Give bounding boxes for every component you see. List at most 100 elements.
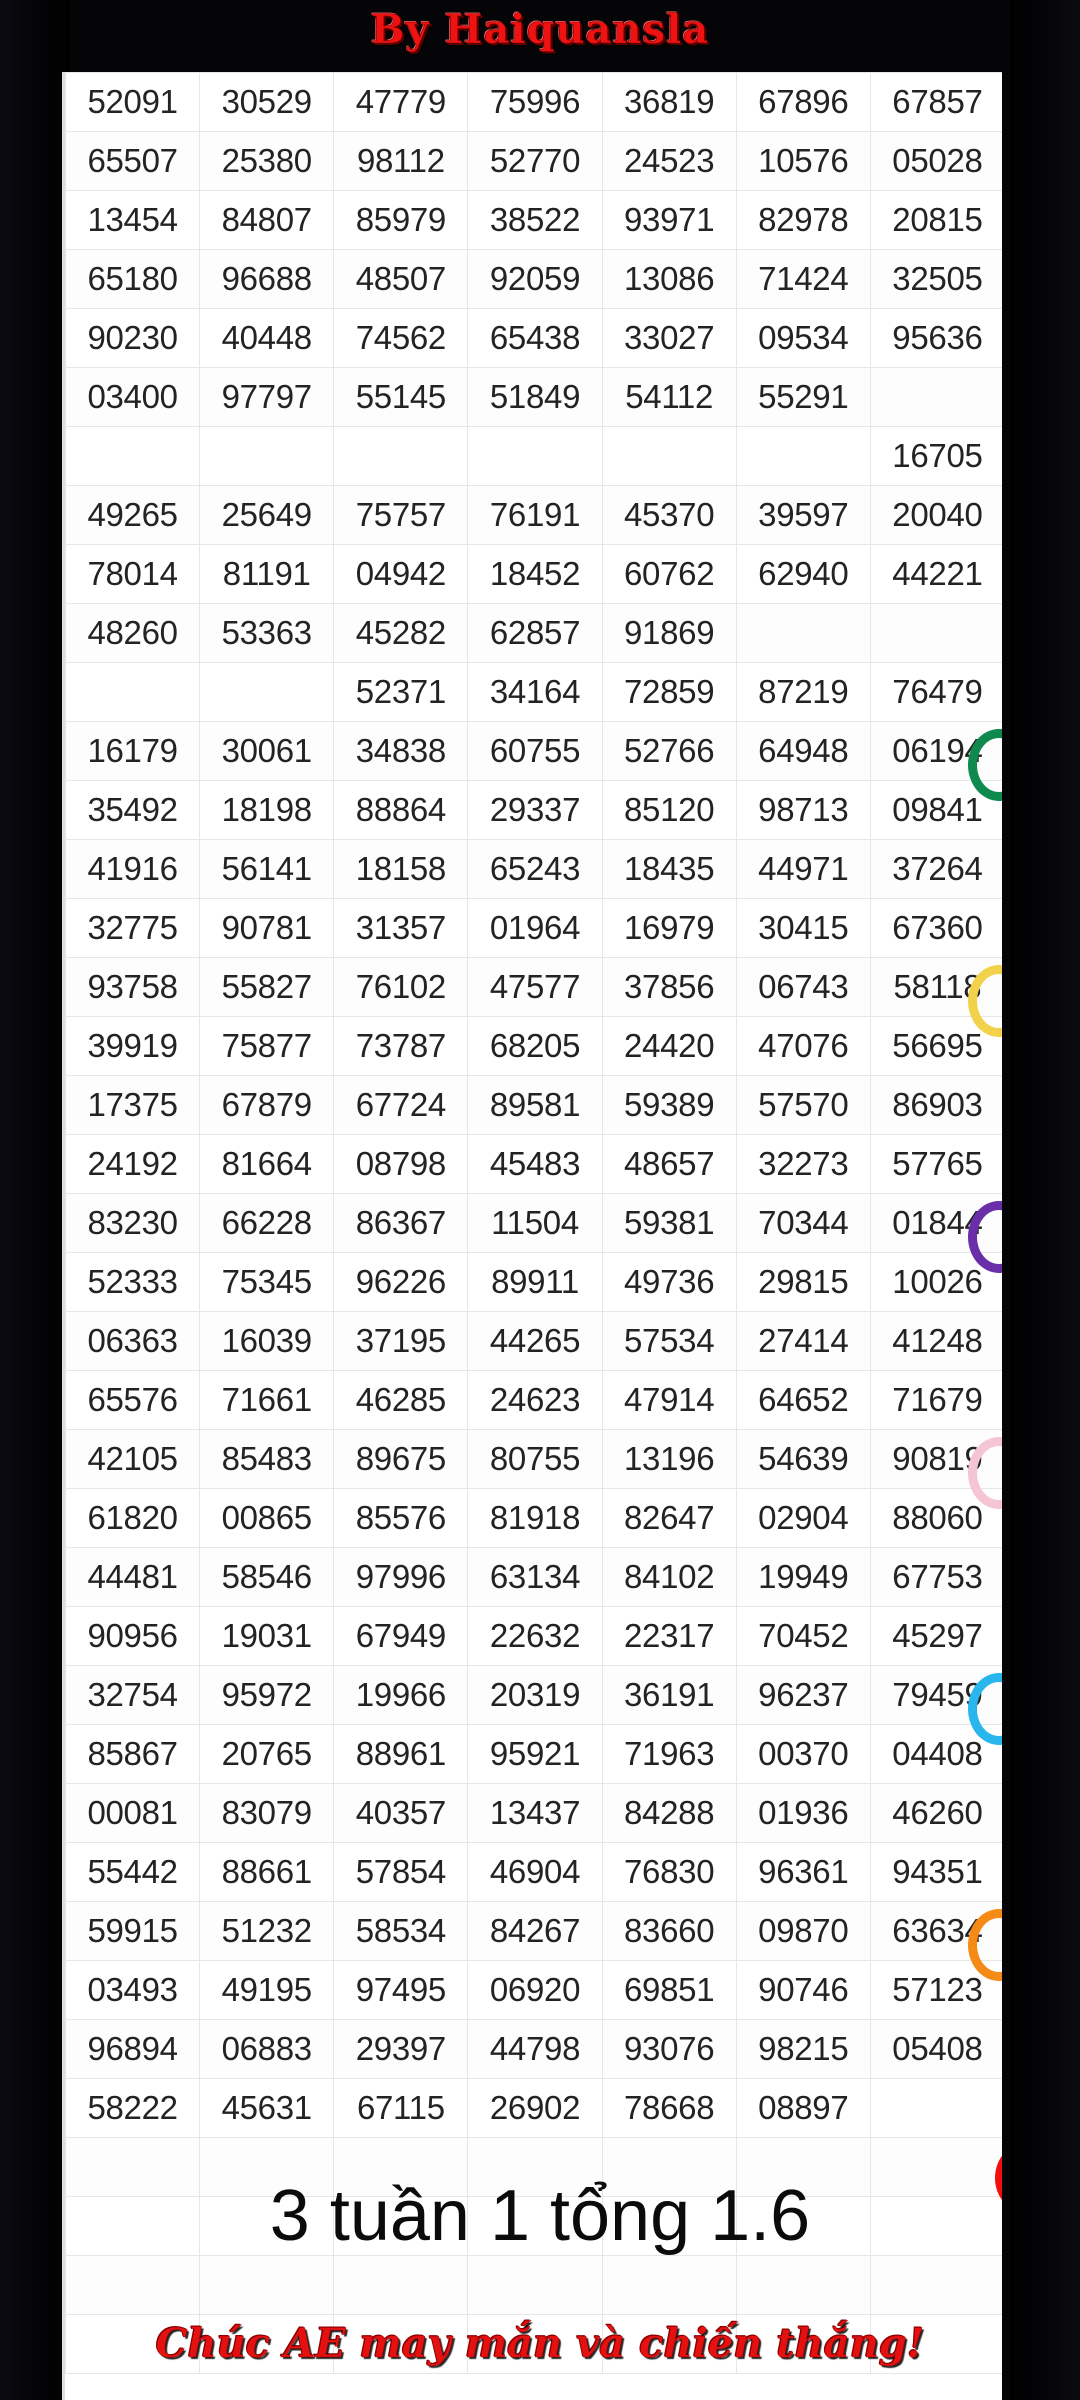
grid-cell[interactable]: 39597 <box>735 485 871 545</box>
grid-cell[interactable]: 05028 <box>869 131 1002 191</box>
grid-cell[interactable]: 08897 <box>735 2078 871 2138</box>
grid-cell[interactable]: 49736 <box>601 1252 737 1312</box>
grid-cell-empty[interactable] <box>467 2137 603 2197</box>
grid-cell[interactable]: 18198 <box>199 780 335 840</box>
grid-cell-empty[interactable] <box>869 2255 1002 2315</box>
grid-cell[interactable]: 89581 <box>467 1075 603 1135</box>
grid-cell[interactable]: 63634 <box>869 1901 1002 1961</box>
grid-cell[interactable]: 47076 <box>735 1016 871 1076</box>
grid-cell[interactable]: 38522 <box>467 190 603 250</box>
grid-cell[interactable]: 60762 <box>601 544 737 604</box>
grid-cell[interactable]: 80755 <box>467 1429 603 1489</box>
grid-cell[interactable]: 00865 <box>199 1488 335 1548</box>
grid-cell[interactable]: 32273 <box>735 1134 871 1194</box>
grid-cell[interactable]: 48260 <box>65 603 201 663</box>
grid-cell[interactable]: 75996 <box>467 72 603 132</box>
grid-cell[interactable]: 97996 <box>333 1547 469 1607</box>
grid-cell[interactable]: 42105 <box>65 1429 201 1489</box>
grid-cell[interactable]: 11504 <box>467 1193 603 1253</box>
grid-cell[interactable]: 05408 <box>869 2019 1002 2079</box>
grid-cell[interactable]: 30415 <box>735 898 871 958</box>
grid-cell[interactable]: 02904 <box>735 1488 871 1548</box>
spreadsheet-sheet[interactable]: 52091 30529 47779 75996 36819 67896 67857 65507… <box>62 72 1002 2400</box>
grid-cell[interactable]: 67724 <box>333 1075 469 1135</box>
grid-cell[interactable]: 31357 <box>333 898 469 958</box>
grid-cell[interactable]: 81918 <box>467 1488 603 1548</box>
grid-cell[interactable]: 52091 <box>65 72 201 132</box>
grid-cell[interactable]: 16979 <box>601 898 737 958</box>
grid-cell[interactable]: 41248 <box>869 1311 1002 1371</box>
grid-cell[interactable]: 44798 <box>467 2019 603 2079</box>
grid-cell[interactable]: 83660 <box>601 1901 737 1961</box>
grid-cell[interactable]: 60755 <box>467 721 603 781</box>
grid-cell[interactable]: 89911 <box>467 1252 603 1312</box>
grid-cell[interactable]: 06194 <box>869 721 1002 781</box>
grid-cell[interactable]: 67879 <box>199 1075 335 1135</box>
grid-cell[interactable]: 54112 <box>601 367 737 427</box>
grid-cell[interactable]: 79459 <box>869 1665 1002 1725</box>
grid-cell-empty[interactable] <box>601 426 737 486</box>
grid-cell[interactable]: 98112 <box>333 131 469 191</box>
grid-cell[interactable]: 09841 <box>869 780 1002 840</box>
grid-cell[interactable]: 32775 <box>65 898 201 958</box>
grid-cell[interactable]: 85120 <box>601 780 737 840</box>
grid-cell[interactable]: 41916 <box>65 839 201 899</box>
grid-cell[interactable]: 49195 <box>199 1960 335 2020</box>
grid-cell-empty[interactable] <box>333 2255 469 2315</box>
grid-cell[interactable]: 62857 <box>467 603 603 663</box>
grid-cell[interactable]: 06743 <box>735 957 871 1017</box>
grid-cell[interactable]: 27414 <box>735 1311 871 1371</box>
grid-cell[interactable]: 67753 <box>869 1547 1002 1607</box>
grid-cell[interactable]: 57534 <box>601 1311 737 1371</box>
grid-cell[interactable]: 48507 <box>333 249 469 309</box>
grid-cell[interactable]: 73787 <box>333 1016 469 1076</box>
grid-cell[interactable]: 98713 <box>735 780 871 840</box>
grid-cell[interactable]: 17375 <box>65 1075 201 1135</box>
grid-cell[interactable]: 06920 <box>467 1960 603 2020</box>
grid-cell[interactable]: 57765 <box>869 1134 1002 1194</box>
grid-cell[interactable]: 96237 <box>735 1665 871 1725</box>
grid-cell[interactable]: 13086 <box>601 249 737 309</box>
grid-cell[interactable]: 52766 <box>601 721 737 781</box>
grid-cell[interactable]: 39919 <box>65 1016 201 1076</box>
grid-cell[interactable]: 36191 <box>601 1665 737 1725</box>
grid-cell[interactable]: 88060 <box>869 1488 1002 1548</box>
grid-cell[interactable]: 86367 <box>333 1193 469 1253</box>
grid-cell[interactable]: 67115 <box>333 2078 469 2138</box>
grid-cell-empty[interactable] <box>65 2255 201 2315</box>
grid-cell[interactable]: 85867 <box>65 1724 201 1784</box>
grid-cell[interactable]: 86903 <box>869 1075 1002 1135</box>
grid-cell[interactable]: 51232 <box>199 1901 335 1961</box>
grid-cell[interactable]: 06883 <box>199 2019 335 2079</box>
grid-cell[interactable]: 90746 <box>735 1960 871 2020</box>
grid-cell[interactable]: 88961 <box>333 1724 469 1784</box>
grid-cell-empty[interactable] <box>333 2196 469 2256</box>
grid-cell[interactable]: 32505 <box>869 249 1002 309</box>
grid-cell[interactable]: 24192 <box>65 1134 201 1194</box>
grid-cell[interactable]: 19949 <box>735 1547 871 1607</box>
grid-cell[interactable]: 71424 <box>735 249 871 309</box>
grid-cell[interactable]: 65180 <box>65 249 201 309</box>
grid-cell[interactable]: 85483 <box>199 1429 335 1489</box>
grid-cell[interactable]: 84807 <box>199 190 335 250</box>
grid-cell[interactable]: 96361 <box>735 1842 871 1902</box>
grid-cell-empty[interactable] <box>735 2255 871 2315</box>
grid-cell[interactable]: 46285 <box>333 1370 469 1430</box>
grid-cell-empty[interactable] <box>65 2314 201 2374</box>
grid-cell-empty[interactable] <box>199 2196 335 2256</box>
grid-cell[interactable]: 03400 <box>65 367 201 427</box>
grid-cell[interactable]: 66228 <box>199 1193 335 1253</box>
grid-cell[interactable]: 71661 <box>199 1370 335 1430</box>
grid-cell[interactable]: 94351 <box>869 1842 1002 1902</box>
grid-cell[interactable]: 54639 <box>735 1429 871 1489</box>
grid-cell[interactable]: 44265 <box>467 1311 603 1371</box>
grid-cell-empty[interactable] <box>467 426 603 486</box>
grid-cell[interactable]: 65438 <box>467 308 603 368</box>
grid-cell[interactable]: 36819 <box>601 72 737 132</box>
grid-cell[interactable]: 01844 <box>869 1193 1002 1253</box>
grid-cell[interactable]: 58222 <box>65 2078 201 2138</box>
grid-cell-empty[interactable] <box>869 2137 1002 2197</box>
grid-cell[interactable]: 53363 <box>199 603 335 663</box>
grid-cell[interactable]: 45370 <box>601 485 737 545</box>
grid-cell[interactable]: 22317 <box>601 1606 737 1666</box>
